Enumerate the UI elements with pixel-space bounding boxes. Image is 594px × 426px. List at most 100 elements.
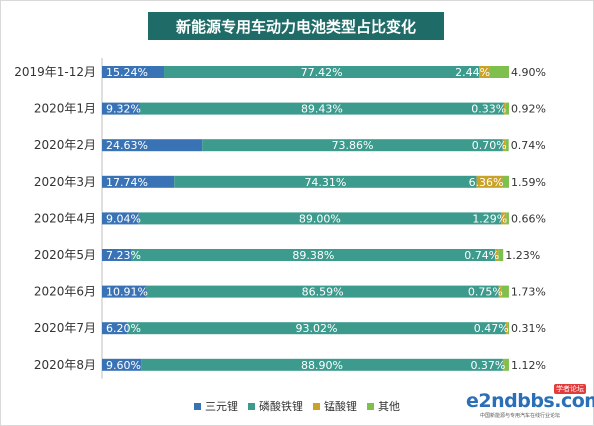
- data-label: 1.12%: [511, 359, 546, 372]
- data-label: 74.31%: [304, 176, 346, 189]
- legend-swatch: [194, 402, 201, 410]
- bar-segment-4: [506, 212, 509, 225]
- watermark-subtitle: 中国新能源与专用汽车在线行业论坛: [480, 413, 561, 419]
- chart-legend: 三元锂 磷酸铁锂 锰酸锂 其他: [0, 398, 594, 414]
- data-label: 10.91%: [106, 286, 148, 299]
- bar-segment-2: [164, 66, 480, 78]
- bar-segment-2: [141, 358, 503, 371]
- category-label: 2020年1月: [34, 102, 96, 116]
- legend-item: 锰酸锂: [313, 398, 357, 414]
- bar-segment-1: [102, 66, 165, 78]
- bar-segment-2: [138, 212, 502, 225]
- data-label: 0.74%: [511, 139, 546, 152]
- legend-label: 磷酸铁锂: [259, 400, 303, 413]
- category-label: 2019年1-12月: [14, 65, 96, 79]
- bar-segment-1: [102, 212, 139, 225]
- data-label: 0.75%: [468, 286, 503, 299]
- bar-segment-2: [139, 102, 504, 115]
- legend-item: 其他: [367, 398, 400, 414]
- bar-segment-1: [102, 322, 128, 335]
- data-label: 1.29%: [472, 212, 507, 225]
- data-label: 93.02%: [296, 322, 338, 335]
- legend-item: 磷酸铁锂: [248, 398, 303, 414]
- bar-segment-3: [498, 285, 502, 298]
- bar-segment-1: [102, 139, 203, 152]
- data-label: 0.37%: [470, 359, 505, 372]
- bar-segment-2: [202, 139, 503, 152]
- data-label: 6.36%: [469, 176, 504, 189]
- watermark-brand: e2ndbbs.com: [466, 390, 594, 412]
- data-label: 1.73%: [511, 286, 546, 299]
- bar-segment-2: [174, 175, 477, 188]
- data-label: 0.92%: [511, 103, 546, 116]
- category-label: 2020年7月: [34, 321, 96, 335]
- data-label: 0.33%: [471, 103, 506, 116]
- legend-swatch: [367, 402, 374, 410]
- chart-title: 新能源专用车动力电池类型占比变化: [175, 17, 416, 36]
- data-label: 7.23%: [106, 249, 141, 262]
- site-watermark: e2ndbbs.com 学者论坛 中国新能源与专用汽车在线行业论坛: [458, 384, 594, 420]
- category-label: 2020年5月: [34, 248, 96, 262]
- data-label: 9.60%: [106, 359, 141, 372]
- legend-swatch: [248, 402, 255, 410]
- data-label: 0.70%: [472, 139, 507, 152]
- bar-segment-3: [505, 322, 508, 335]
- bar-segment-4: [504, 358, 509, 371]
- bar-segment-2: [146, 285, 499, 298]
- bar-segment-1: [102, 102, 140, 115]
- bar-segment-2: [127, 322, 506, 335]
- data-label: 88.90%: [301, 359, 343, 372]
- bar-segment-4: [505, 139, 509, 152]
- data-label: 17.74%: [106, 176, 148, 189]
- data-label: 0.74%: [464, 249, 499, 262]
- legend-item: 三元锂: [194, 398, 238, 414]
- bar-segment-3: [476, 175, 503, 188]
- category-label: 2020年6月: [34, 285, 96, 299]
- data-label: 89.38%: [292, 249, 334, 262]
- category-label: 2020年2月: [34, 138, 96, 152]
- bar-segment-1: [102, 249, 132, 261]
- chart-title-bar: 新能源专用车动力电池类型占比变化: [148, 12, 444, 40]
- bar-segment-4: [501, 285, 509, 298]
- watermark-badge: 学者论坛: [554, 384, 586, 394]
- data-label: 73.86%: [332, 139, 374, 152]
- data-label: 1.23%: [505, 249, 540, 262]
- data-label: 1.59%: [511, 176, 546, 189]
- bar-segment-1: [102, 175, 175, 188]
- bar-segment-4: [502, 175, 509, 188]
- data-label: 89.43%: [301, 103, 343, 116]
- data-label: 2.44%: [455, 66, 490, 79]
- data-label: 9.04%: [106, 212, 141, 225]
- data-label: 0.66%: [511, 212, 546, 225]
- data-label: 77.42%: [301, 66, 343, 79]
- data-label: 6.20%: [106, 322, 141, 335]
- bar-segment-4: [505, 102, 509, 115]
- legend-label: 锰酸锂: [324, 400, 357, 413]
- bar-segment-2: [131, 249, 496, 261]
- bar-segment-1: [102, 358, 142, 371]
- legend-label: 其他: [378, 400, 400, 413]
- category-label: 2020年8月: [34, 358, 96, 372]
- bar-segment-3: [495, 249, 499, 261]
- data-label: 0.31%: [511, 322, 546, 335]
- bar-segment-3: [502, 139, 506, 152]
- data-label: 24.63%: [106, 139, 148, 152]
- bar-segment-3: [503, 102, 506, 115]
- bar-segment-4: [507, 322, 509, 335]
- data-label: 86.59%: [302, 286, 344, 299]
- data-label: 0.47%: [474, 322, 509, 335]
- bar-segment-3: [501, 212, 507, 225]
- data-label: 4.90%: [511, 66, 546, 79]
- bar-segment-3: [502, 358, 505, 371]
- bar-segment-4: [498, 249, 504, 261]
- category-label: 2020年3月: [34, 175, 96, 189]
- legend-label: 三元锂: [205, 400, 238, 413]
- bar-segment-1: [102, 285, 147, 298]
- bar-segment-4: [489, 66, 509, 78]
- legend-swatch: [313, 402, 320, 410]
- bar-segment-3: [479, 66, 490, 78]
- data-label: 9.32%: [106, 103, 141, 116]
- category-label: 2020年4月: [34, 211, 96, 225]
- data-label: 89.00%: [299, 212, 341, 225]
